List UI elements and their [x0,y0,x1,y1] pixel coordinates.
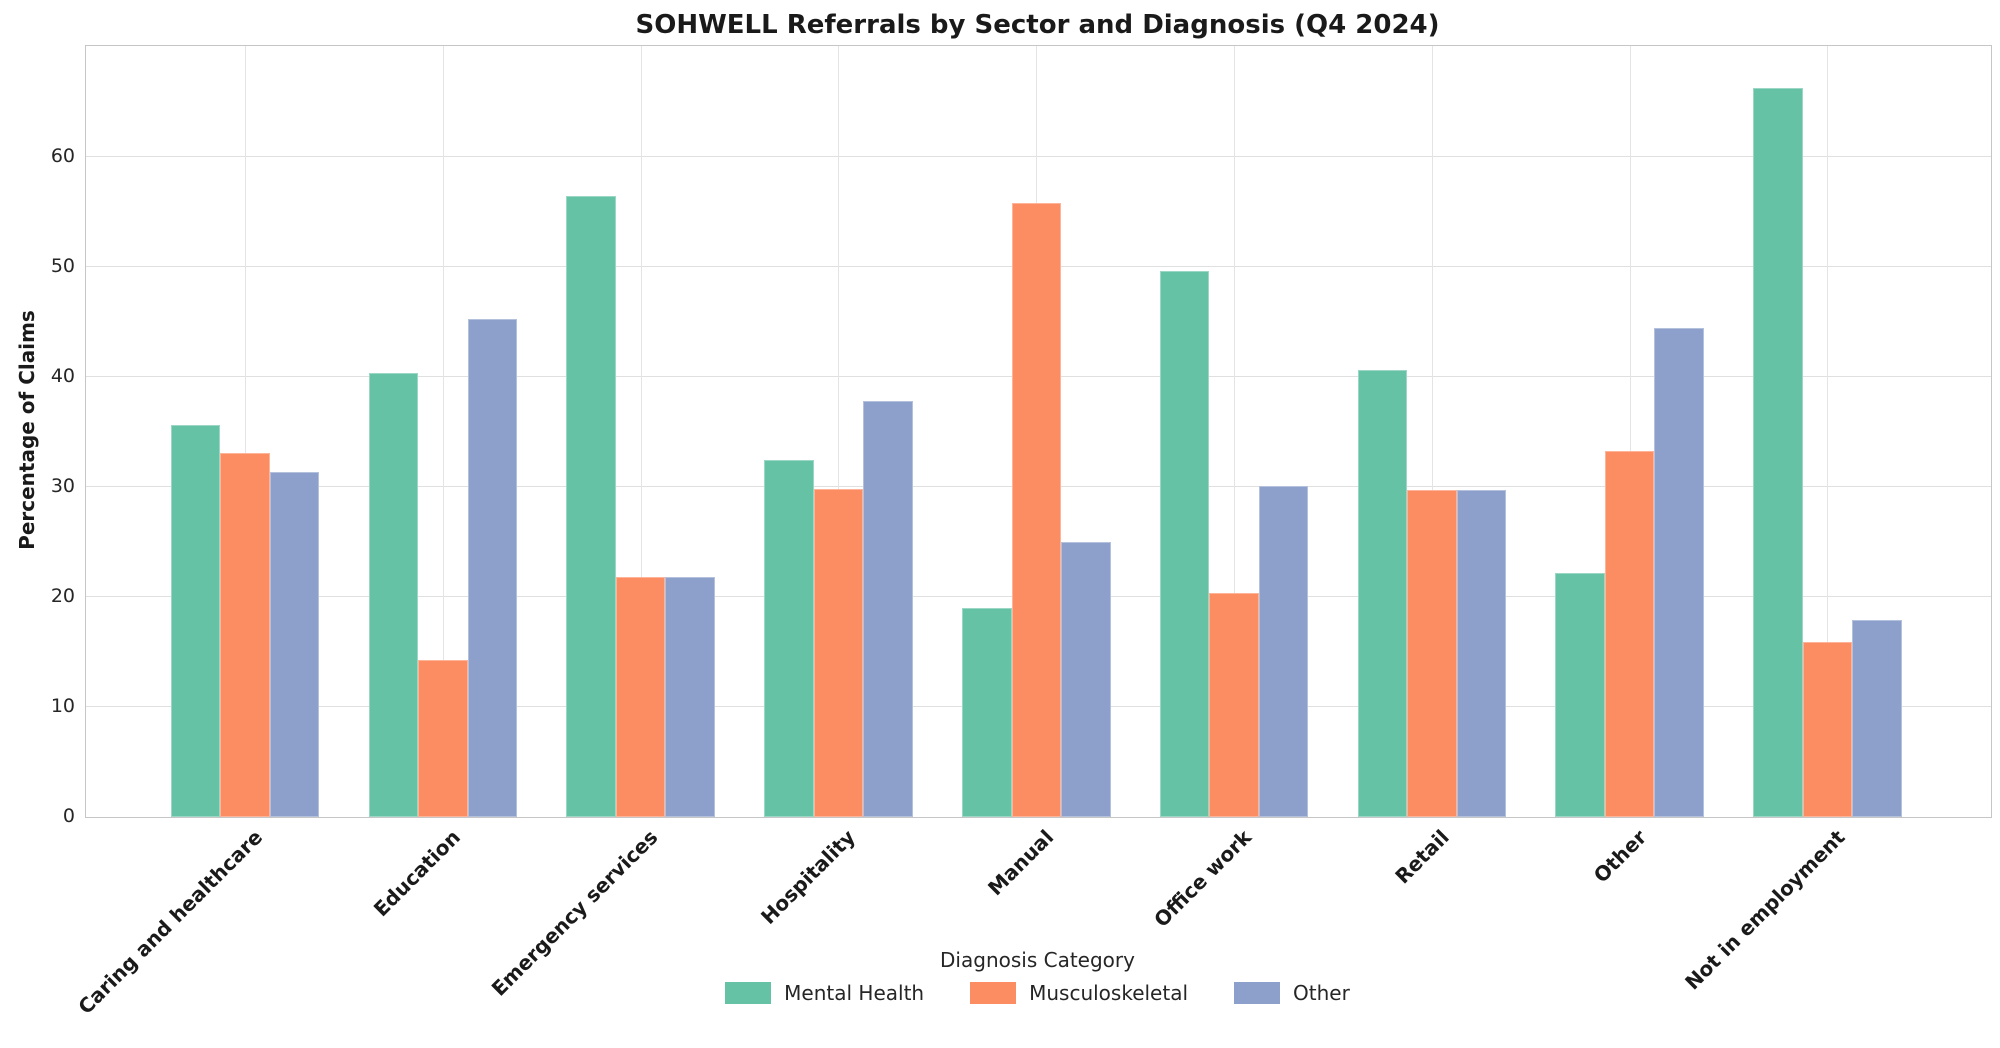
bar-other-retail [1456,490,1507,817]
gridline-vertical-office-work [1234,46,1235,817]
gridline-vertical-other [1630,46,1631,817]
gridline-vertical-not-in-employment [1827,46,1828,817]
bar-musculoskeletal-manual [1011,203,1061,817]
bar-other-education [467,318,518,817]
bar-musculoskeletal-emergency-services [615,577,666,817]
bar-musculoskeletal-hospitality [813,489,864,817]
gridline-vertical-retail [1432,46,1433,817]
legend-label-other: Other [1293,981,1350,1005]
bar-musculoskeletal-caring-and-healthcare [220,452,270,817]
bar-mental-health-caring-and-healthcare [170,425,221,817]
y-tick-label-30: 30 [50,475,75,497]
legend-item-musculoskeletal: Musculoskeletal [970,981,1188,1005]
bar-other-caring-and-healthcare [269,471,320,817]
legend-label-musculoskeletal: Musculoskeletal [1029,981,1189,1005]
legend-title: Diagnosis Category [940,948,1135,972]
gridline-vertical-education [443,46,444,817]
plot-area: Caring and healthcare Education Emergency … [73,45,1992,1019]
chart-title: SOHWELL Referrals by Sector and Diagnosi… [635,10,1440,40]
x-category-label-retail: Retail [1390,825,1454,889]
x-category-label-other: Other [1589,825,1652,888]
bar-other-other [1654,327,1704,817]
gridline-vertical-caring-and-healthcare [245,46,246,817]
bar-mental-health-hospitality [764,459,814,817]
bar-other-office-work [1258,485,1309,817]
x-category-label-office-work: Office work [1149,825,1256,932]
legend-swatch-mental-health [725,982,772,1004]
gridline-vertical-emergency-services [641,46,642,817]
bar-other-not-in-employment [1852,620,1902,817]
bar-musculoskeletal-not-in-employment [1802,642,1853,817]
bar-mental-health-not-in-employment [1753,87,1803,817]
bar-other-manual [1061,542,1111,817]
gridline-horizontal-60 [86,156,1991,157]
gridline-vertical-hospitality [838,46,839,817]
legend-swatch-musculoskeletal [970,982,1017,1004]
legend-item-mental-health: Mental Health [725,981,924,1005]
legend-item-other: Other [1234,981,1350,1005]
y-tick-label-40: 40 [50,365,75,387]
bar-mental-health-emergency-services [566,195,616,817]
legend-swatch-other [1234,982,1281,1004]
x-category-label-education: Education [368,825,465,922]
y-tick-label-50: 50 [50,255,75,277]
x-category-label-hospitality: Hospitality [756,825,861,929]
bar-other-emergency-services [665,577,715,817]
y-tick-label-10: 10 [50,695,75,717]
y-tick-label-0: 0 [62,805,75,827]
bar-other-hospitality [863,401,913,817]
bar-mental-health-manual [962,608,1012,817]
bar-musculoskeletal-office-work [1209,592,1259,817]
bar-mental-health-other [1555,572,1605,817]
bar-mental-health-education [368,372,419,817]
bar-musculoskeletal-retail [1407,490,1457,817]
x-category-label-manual: Manual [983,825,1059,901]
legend: Diagnosis Category Mental Health Musculos… [85,948,1990,1005]
y-tick-label-20: 20 [50,585,75,607]
legend-items: Mental Health Musculoskeletal Other [725,981,1350,1005]
bar-mental-health-retail [1357,370,1408,817]
bar-mental-health-office-work [1159,271,1210,817]
y-tick-label-60: 60 [50,145,75,167]
bar-musculoskeletal-education [418,659,468,817]
bar-musculoskeletal-other [1604,450,1655,817]
y-axis-label: Percentage of Claims [15,310,39,550]
legend-label-mental-health: Mental Health [784,981,925,1005]
